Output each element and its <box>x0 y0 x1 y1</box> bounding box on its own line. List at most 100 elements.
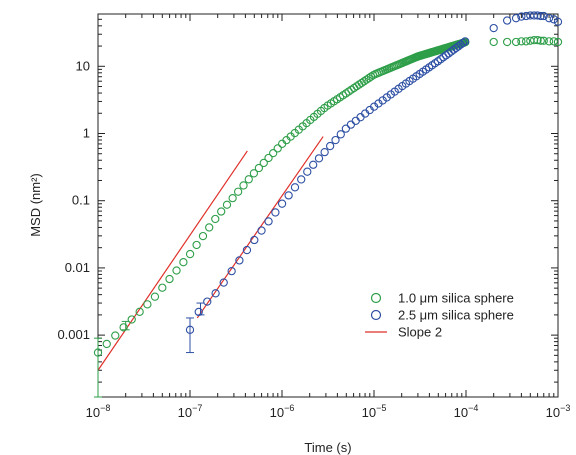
series-2-5um-point <box>336 130 345 139</box>
series-2-5um-point <box>341 124 351 133</box>
series-2-5um-point <box>264 217 273 226</box>
plot-area <box>97 13 559 398</box>
series-1um-point <box>254 163 264 173</box>
series-1um-point <box>539 36 548 45</box>
series-1um-point <box>511 37 521 47</box>
series-2-5um-point <box>257 226 266 235</box>
series-1um-point <box>239 181 248 190</box>
series-2-5um-point <box>250 235 259 245</box>
series-2-5um-point <box>539 11 548 21</box>
series-2-5um-point <box>511 14 521 23</box>
slope-2-line <box>97 150 248 371</box>
series-1um-point <box>185 249 195 259</box>
series-1um-point <box>158 283 167 292</box>
series-2-5um-point <box>517 12 526 21</box>
series-2-5um-point <box>320 147 329 157</box>
series-1um-point <box>179 258 188 267</box>
series-1um-point <box>172 266 181 275</box>
series-2-5um-point <box>436 55 445 64</box>
series-1um-point <box>244 175 253 184</box>
series-1um-point <box>264 153 273 163</box>
series-2-5um-point <box>331 135 340 145</box>
x-tick-label: 10−3 <box>546 403 571 420</box>
series-1um-point <box>259 158 268 168</box>
series-2-5um-point <box>284 191 293 200</box>
series-2-5um-point <box>544 14 554 23</box>
series-2-5um-point <box>325 141 335 151</box>
series-1um-point <box>533 35 542 45</box>
series-2-5um-point <box>303 167 312 176</box>
series-1um-point <box>502 37 512 47</box>
chart-marks <box>93 11 563 398</box>
series-2-5um-point <box>235 256 244 265</box>
series-1um-point <box>536 36 545 45</box>
series-2-5um-point <box>227 266 236 276</box>
series-1um-point <box>549 37 558 46</box>
series-1um-point <box>222 200 232 209</box>
series-1um-point <box>102 339 111 349</box>
series-2-5um-point <box>533 11 542 20</box>
series-1um-point <box>165 274 174 284</box>
series-1um-point <box>269 148 278 158</box>
y-tick-label: 1 <box>83 126 90 141</box>
series-2-5um-point <box>297 175 306 184</box>
series-2-5um-point <box>553 17 563 26</box>
series-1um-point <box>364 74 373 83</box>
x-tick-label: 10−4 <box>454 403 479 420</box>
y-tick-label: 0.01 <box>65 260 90 275</box>
legend-swatch-2-5um <box>370 309 382 321</box>
y-axis-title: MSD (nm²) <box>28 173 43 237</box>
series-2-5um-point <box>439 53 448 62</box>
axis-ticks: 10−8 10−7 10−6 10−5 10−4 10−3 0.001 0.01 0.1 1 10 <box>57 13 571 420</box>
series-2-5um-point <box>185 325 195 334</box>
y-tick-label: 0.1 <box>72 193 90 208</box>
series-2-5um-point <box>521 11 531 21</box>
series-1um-point <box>150 292 160 301</box>
series-1um-point <box>233 187 243 196</box>
x-tick-label: 10−7 <box>178 403 203 420</box>
series-1um-point <box>521 37 531 46</box>
series-1um-point <box>135 307 144 316</box>
legend-label: 1.0 μm silica sphere <box>398 291 514 306</box>
series-1um-point <box>217 207 226 216</box>
series-2-5um-point <box>219 278 228 287</box>
series-1um-point <box>205 223 214 232</box>
series-1um-point <box>517 37 526 46</box>
series-1um-point <box>119 323 128 332</box>
series-1um-point <box>143 300 152 309</box>
series-2-5um-point <box>378 96 387 105</box>
series-1um-point <box>366 72 376 81</box>
series-2-5um-point <box>194 307 203 317</box>
series-1um-point <box>211 214 220 224</box>
series-1um-point <box>192 240 201 250</box>
legend: 1.0 μm silica sphere 2.5 μm silica sphere… <box>365 291 514 340</box>
x-tick-label: 10−6 <box>270 403 295 420</box>
legend-label: Slope 2 <box>398 325 442 340</box>
series-1um-point <box>249 169 259 178</box>
x-tick-label: 10−5 <box>362 403 387 420</box>
x-axis-title: Time (s) <box>304 440 351 455</box>
series-2-5um-point <box>277 199 287 208</box>
y-tick-label: 10 <box>76 58 90 73</box>
series-1um-point <box>273 144 282 153</box>
series-2-5um-point <box>242 245 252 255</box>
series-2-5um-point <box>489 23 498 33</box>
series-2-5um-point <box>536 11 545 21</box>
series-1um-point <box>489 37 498 47</box>
series-2-5um-point <box>461 37 470 46</box>
series-1um-point <box>198 231 208 241</box>
series-2-5um-point <box>458 38 468 48</box>
series-1um-point <box>228 194 237 203</box>
series-2-5um-point <box>271 208 280 217</box>
series-2-5um-point <box>211 289 220 298</box>
x-tick-label: 10−8 <box>86 403 111 420</box>
y-tick-label: 0.001 <box>57 327 90 342</box>
series-2-5um-point <box>502 16 512 25</box>
legend-swatch-1um <box>370 292 382 304</box>
series-2-5um-point <box>203 297 212 306</box>
series-2-5um-point <box>549 15 558 24</box>
legend-label: 2.5 μm silica sphere <box>398 308 514 323</box>
series-2-5um-point <box>314 154 324 163</box>
series-1um-point <box>544 37 554 46</box>
